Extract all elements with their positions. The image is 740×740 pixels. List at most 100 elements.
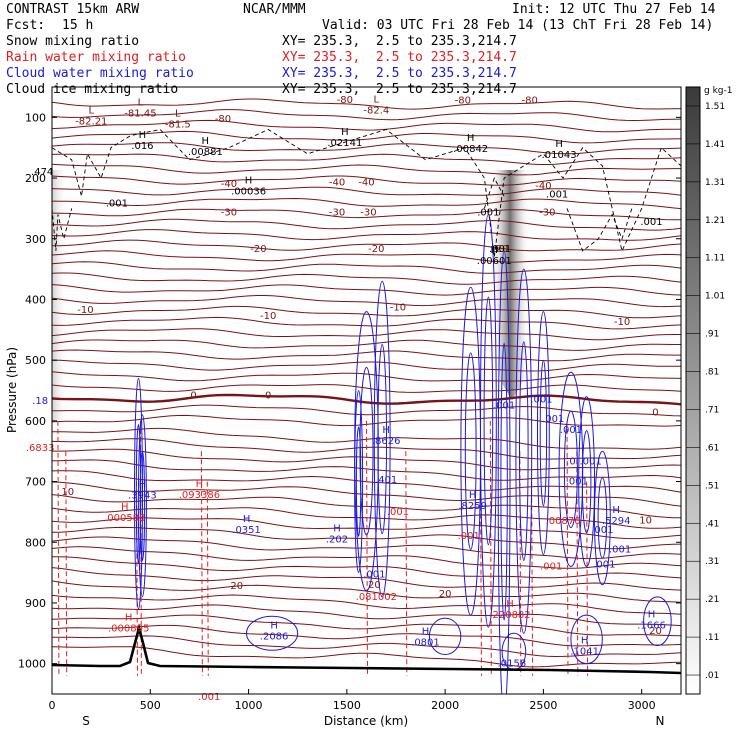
temperature-label: -81.5 — [165, 120, 191, 131]
cloud-water-label: .001 — [566, 477, 588, 488]
cloud-ice-label: .001 — [489, 244, 511, 255]
colorbar-level-label: 1.31 — [705, 178, 725, 188]
x-tick-label: 1000 — [235, 699, 263, 712]
cloud-water-label-marker: H — [612, 505, 620, 516]
cloud-water-contour — [500, 342, 508, 621]
cloud-water-label: .0801 — [411, 637, 440, 648]
temperature-label: -10 — [77, 305, 93, 316]
temperature-label-marker: L — [138, 98, 144, 109]
cloud-water-contour — [464, 352, 477, 551]
snow-label-marker: H — [555, 139, 563, 150]
rain-contour — [531, 481, 534, 676]
colorbar-unit: g kg-1 — [704, 86, 732, 96]
isotherm — [52, 459, 681, 481]
cloud-water-label-marker: H — [648, 609, 656, 620]
temperature-label: 20 — [439, 589, 452, 600]
cloud-water-contour — [570, 614, 603, 665]
cloud-water-contour — [137, 414, 147, 598]
rain-label: .220882 — [489, 610, 530, 621]
cloud-water-contours — [134, 214, 672, 694]
isotherm — [52, 142, 681, 155]
isotherm — [52, 153, 681, 165]
y-tick-label: 900 — [25, 597, 46, 610]
temperature-label: -10 — [390, 302, 406, 313]
rain-label: .001 — [540, 562, 562, 573]
colorbar-level-label: 1.51 — [705, 102, 725, 112]
x-tick-label: 500 — [140, 699, 161, 712]
temperature-label: -80 — [455, 95, 471, 106]
cloud-water-label: .401 — [375, 475, 397, 486]
cloud-water-label: .8259 — [458, 501, 487, 512]
isotherm — [52, 261, 681, 274]
temperature-label: -82.4 — [363, 106, 389, 117]
x-tick-label: 1500 — [333, 699, 361, 712]
snow-label: .016 — [131, 141, 153, 152]
rain-label: .000895 — [108, 623, 149, 634]
isotherm — [52, 316, 681, 330]
y-tick-label: 700 — [25, 476, 46, 489]
rain-label: .001 — [198, 692, 220, 703]
cloud-water-label: .001 — [560, 425, 582, 436]
rain-label: .6833 — [26, 443, 55, 454]
colorbar-level-label: .51 — [705, 481, 719, 491]
temperature-label: 20 — [368, 580, 381, 591]
x-axis: 0 500 1000 1500 2000 2500 3000 — [49, 689, 656, 712]
terrain-line — [52, 622, 681, 675]
cloud-water-label: .3943 — [128, 491, 157, 502]
rain-contour — [576, 451, 579, 676]
rain-contour — [206, 481, 209, 676]
cloud-water-label: .001 — [530, 395, 552, 406]
snow-label: .00601 — [477, 256, 512, 267]
snow-label-marker: H — [202, 136, 210, 147]
rain-label: .001 — [458, 531, 480, 542]
temperature-label: -40 — [535, 181, 551, 192]
snow-contour — [52, 128, 681, 258]
cloud-water-contour — [643, 596, 672, 647]
temperature-label-marker: L — [175, 109, 181, 120]
cloud-water-label: .8626 — [372, 436, 401, 447]
temperature-label: -30 — [539, 208, 555, 219]
rain-contours — [57, 420, 589, 676]
cloud-water-label-marker: H — [270, 620, 278, 631]
field-xy: XY= 235.3, 2.5 to 235.3,214.7 — [282, 50, 517, 65]
temperature-label: -80 — [337, 95, 353, 106]
colorbar-level-label: .11 — [705, 633, 719, 643]
rain-contour — [57, 420, 60, 676]
x-tick-label: 2500 — [529, 699, 557, 712]
init-time: Init: 12 UTC Thu 27 Feb 14 — [512, 2, 716, 17]
field-xy: XY= 235.3, 2.5 to 235.3,214.7 — [282, 66, 517, 81]
rain-contour — [366, 420, 368, 676]
isotherm — [52, 556, 681, 579]
x-axis-left-end: S — [82, 714, 90, 728]
contour-labels: L-82.21L-81.45 L-81.5 -80-80 L-82.4-80 -80-4… — [26, 95, 666, 703]
cloud-water-label: .1041 — [570, 647, 599, 658]
rain-label: .001 — [387, 507, 409, 518]
snow-label: .001 — [640, 217, 662, 228]
cloud-water-contour — [246, 615, 299, 651]
rain-label: .093386 — [179, 490, 220, 501]
cloud-water-label: .0158 — [498, 659, 527, 670]
colorbar-level-label: .01 — [705, 671, 719, 681]
temperature-label: 10 — [639, 515, 652, 526]
isotherm — [52, 328, 681, 341]
temperature-label-marker: L — [89, 106, 95, 117]
cloud-water-label: .0351 — [232, 525, 261, 536]
temperature-label: -40 — [329, 177, 345, 188]
temperature-label: 0 — [265, 390, 271, 401]
cloud-water-label-marker: H — [333, 523, 341, 534]
y-tick-label: 300 — [25, 233, 46, 246]
isotherm — [52, 614, 681, 637]
cloud-water-label-marker: H — [469, 490, 477, 501]
temperature-label: -10 — [260, 311, 276, 322]
rain-label-marker: H — [121, 502, 129, 513]
colorbar-level-label: .91 — [705, 330, 719, 340]
plot-area: L-82.21L-81.45 L-81.5 -80-80 L-82.4-80 -80-4… — [5, 86, 682, 728]
colorbar-level-label: .61 — [705, 443, 719, 453]
colorbar-level-label: .41 — [705, 519, 719, 529]
model-title: CONTRAST 15km ARW — [6, 2, 140, 17]
rain-contour — [200, 451, 203, 676]
colorbar: .01 .11 .21 .31 .41 .51 .61 .71 .81 .91 1.01 1.11 1.… — [685, 86, 732, 695]
snow-label-marker: H — [139, 130, 147, 141]
cloud-water-label-marker: H — [382, 425, 390, 436]
temperature-label: -20 — [368, 244, 384, 255]
